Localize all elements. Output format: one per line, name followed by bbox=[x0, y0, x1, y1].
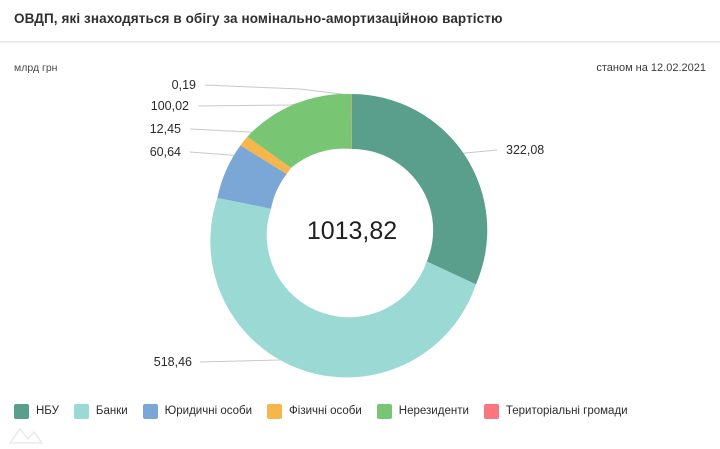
legend-swatch-icon-territorial-communities bbox=[484, 404, 499, 419]
legend-item-nbu[interactable]: НБУ bbox=[14, 404, 59, 419]
legend-swatch-icon-legal-entities bbox=[143, 404, 158, 419]
legend-item-banks[interactable]: Банки bbox=[74, 404, 128, 419]
page-title: ОВДП, які знаходяться в обігу за номінал… bbox=[14, 11, 503, 26]
legend-label-banks: Банки bbox=[96, 405, 128, 417]
legend-swatch-icon-individuals bbox=[267, 404, 282, 419]
legend-label-non-residents: Нерезиденти bbox=[399, 405, 469, 417]
legend-label-legal-entities: Юридичні особи bbox=[165, 405, 252, 417]
chart-header: ОВДП, які знаходяться в обігу за номінал… bbox=[0, 0, 720, 42]
watermark-logo bbox=[8, 426, 54, 444]
value-label-nbu: 322,08 bbox=[506, 143, 544, 157]
center-total-label: 1013,82 bbox=[307, 217, 397, 245]
slice-nbu[interactable] bbox=[352, 94, 487, 284]
legend-item-legal-entities[interactable]: Юридичні особи bbox=[143, 404, 252, 419]
legend-label-individuals: Фізичні особи bbox=[289, 405, 362, 417]
legend-label-nbu: НБУ bbox=[36, 405, 59, 417]
mountains-icon bbox=[8, 426, 54, 444]
donut-chart: 0,19 100,02 12,45 60,64 322,08 518,46 10… bbox=[0, 42, 720, 392]
value-label-banks: 518,46 bbox=[154, 355, 192, 369]
value-label-territorial-communities: 0,19 bbox=[172, 78, 196, 92]
donut-chart-svg: 0,19 100,02 12,45 60,64 322,08 518,46 10… bbox=[0, 42, 720, 392]
legend-item-territorial-communities[interactable]: Територіальні громади bbox=[484, 404, 628, 419]
leader-line-territorial-communities bbox=[205, 85, 349, 95]
legend-item-individuals[interactable]: Фізичні особи bbox=[267, 404, 362, 419]
legend-swatch-icon-nbu bbox=[14, 404, 29, 419]
value-label-individuals: 12,45 bbox=[150, 122, 181, 136]
legend-item-non-residents[interactable]: Нерезиденти bbox=[377, 404, 469, 419]
legend-swatch-icon-non-residents bbox=[377, 404, 392, 419]
chart-legend: НБУ Банки Юридичні особи Фізичні особи Н… bbox=[0, 396, 720, 426]
value-label-non-residents: 100,02 bbox=[151, 99, 189, 113]
legend-swatch-icon-banks bbox=[74, 404, 89, 419]
value-label-legal-entities: 60,64 bbox=[150, 145, 181, 159]
legend-label-territorial-communities: Територіальні громади bbox=[506, 405, 628, 417]
